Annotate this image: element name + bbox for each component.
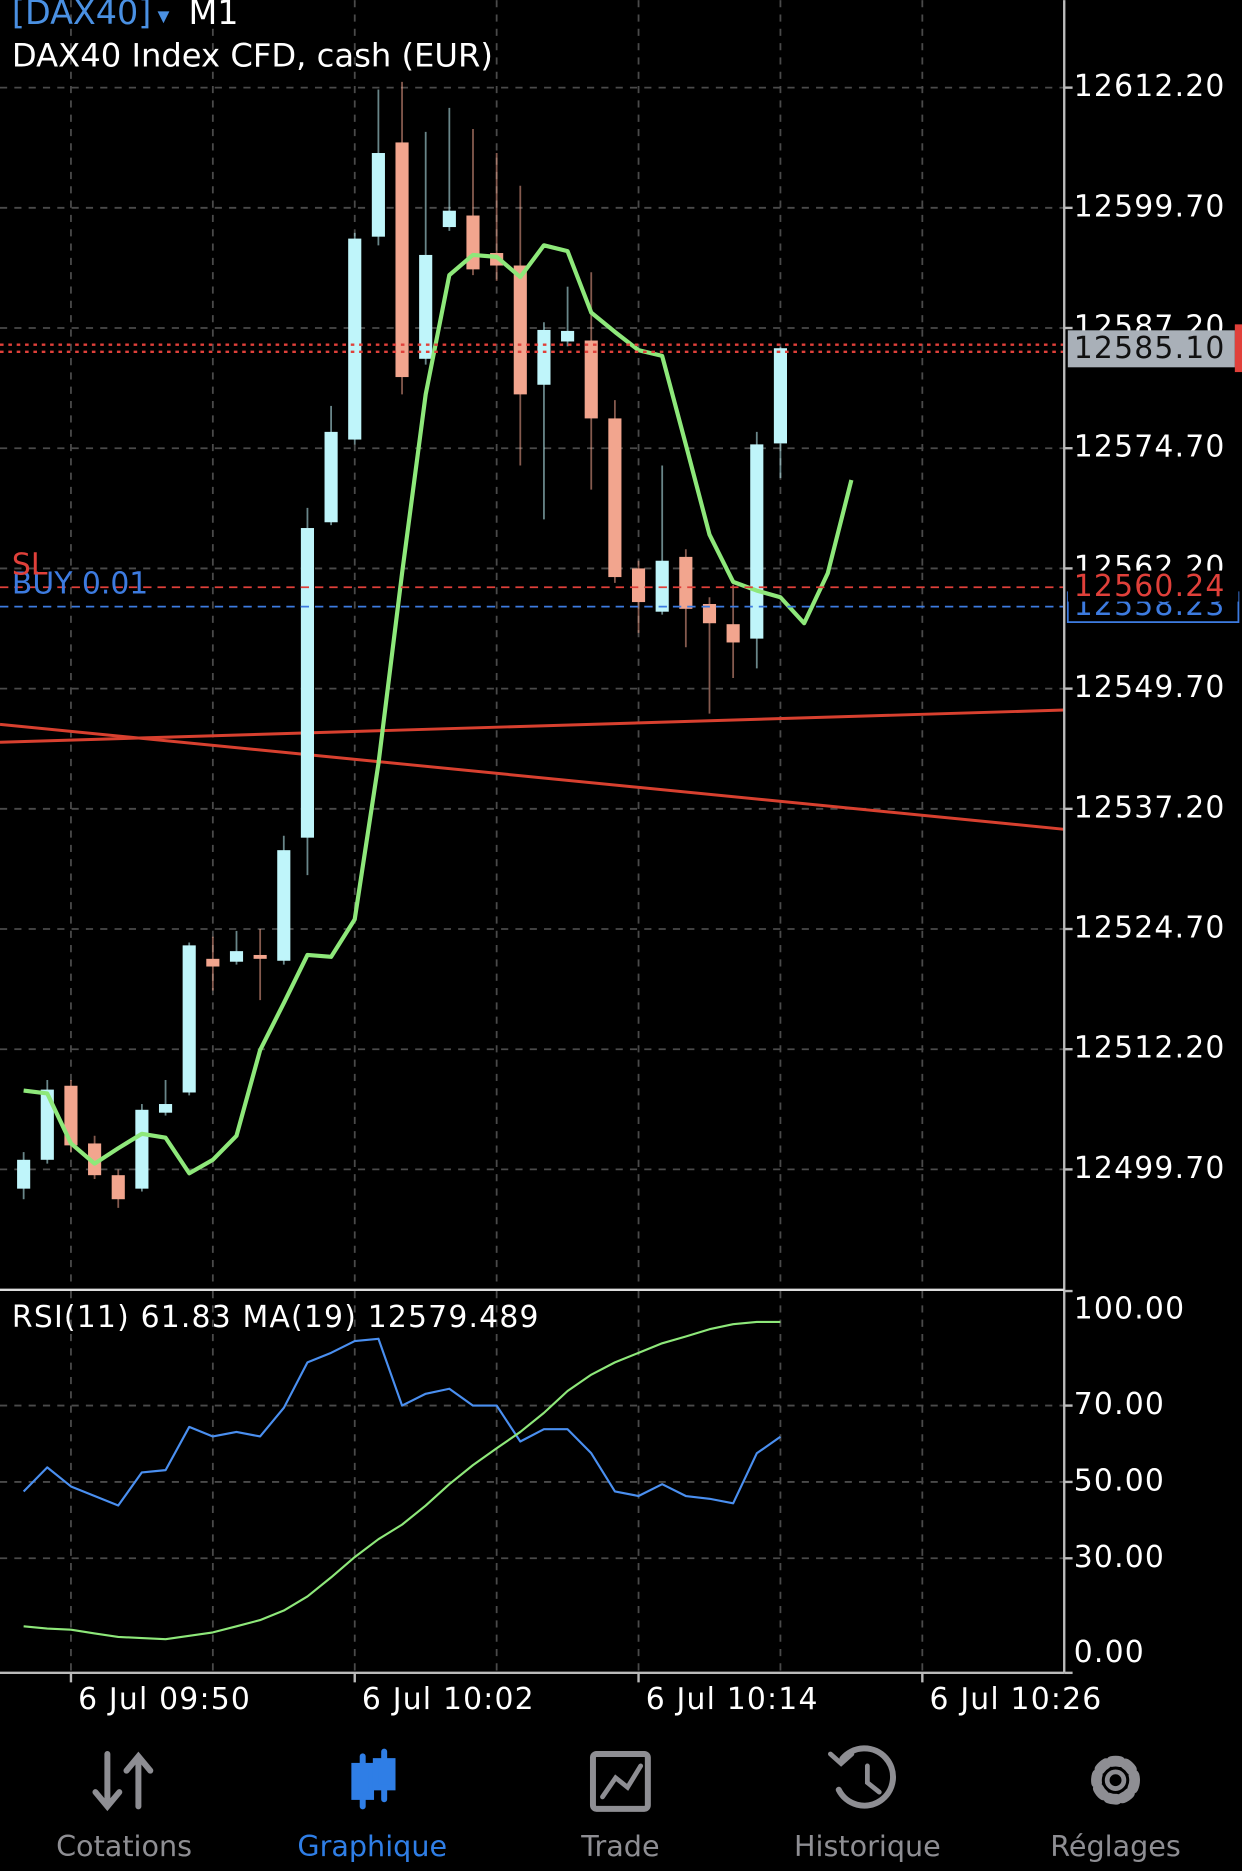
icon-reglages[interactable] [1091, 1755, 1140, 1805]
current-price-marker [1234, 324, 1242, 373]
axis-layer: 12612.2012599.7012587.2012574.7012562.20… [12, 69, 1242, 1717]
y-tick-label: 30.00 [1074, 1540, 1165, 1575]
candle-body [64, 1085, 78, 1146]
trend-line [0, 722, 1065, 831]
candle-body [135, 1109, 149, 1189]
y-tick-label: 12524.70 [1074, 911, 1226, 946]
candle-body [206, 958, 220, 967]
y-tick-label: 12499.70 [1074, 1151, 1226, 1186]
icon-trade[interactable] [589, 1750, 651, 1812]
candle-body [655, 560, 669, 612]
grid-layer [0, 0, 1065, 1673]
x-tick-label: 6 Jul 10:26 [929, 1682, 1102, 1717]
y-tick-label: 12512.20 [1074, 1031, 1226, 1066]
y-tick-label: 0.00 [1074, 1635, 1145, 1670]
current-price-box [1067, 330, 1235, 368]
candle-body [537, 329, 551, 385]
y-tick-label: 50.00 [1074, 1463, 1165, 1498]
tab-label[interactable]: Graphique [297, 1829, 447, 1863]
overlay-layer [0, 343, 1065, 608]
candle-body [229, 951, 244, 962]
tab-bar: Cotations Graphique Trade Historique Réglage… [56, 1829, 1181, 1863]
candle-body [513, 265, 527, 395]
candle-body [561, 330, 575, 342]
level-name: BUY 0.01 [12, 567, 148, 602]
candle-body [88, 1143, 102, 1176]
candle-body [631, 568, 646, 603]
candle-body [182, 945, 196, 1093]
y-tick-label: 12537.20 [1074, 790, 1226, 825]
x-tick-label: 6 Jul 10:02 [362, 1682, 535, 1717]
candle-body [158, 1104, 173, 1113]
current-price-label: 12585.10 [1074, 331, 1226, 366]
level-name: SL [12, 547, 48, 582]
tab-label[interactable]: Historique [794, 1829, 941, 1863]
x-tick-label: 6 Jul 10:14 [646, 1682, 819, 1717]
level-box [1067, 570, 1239, 602]
timeframe[interactable]: M1 [189, 0, 239, 32]
candle-body [702, 604, 717, 624]
tab-label[interactable]: Réglages [1050, 1829, 1181, 1863]
candle-body [679, 556, 693, 609]
candle-body [300, 528, 315, 838]
candle-body [111, 1175, 125, 1200]
candle-body [395, 142, 409, 378]
candle-body [608, 418, 622, 578]
trend-line [0, 708, 1065, 744]
tab-label[interactable]: Cotations [56, 1829, 192, 1863]
indicator-title: RSI(11) 61.83 MA(19) 12579.489 [12, 1300, 540, 1335]
y-tick-label: 12574.70 [1074, 430, 1226, 465]
x-tick-label: 6 Jul 09:50 [78, 1682, 251, 1717]
symbol-arrow[interactable]: ▾ [157, 1, 169, 29]
candle-body [348, 238, 362, 440]
y-tick-label: 12599.70 [1074, 189, 1226, 224]
y-tick-label: 12549.70 [1074, 670, 1226, 705]
candle-body [277, 850, 291, 961]
icon-graphique[interactable] [351, 1748, 396, 1810]
candle-body [726, 624, 740, 643]
symbol[interactable]: [DAX40] [12, 0, 151, 32]
y-tick-label: 100.00 [1074, 1292, 1185, 1327]
marks-layer [17, 81, 854, 1641]
candle-body [419, 254, 433, 359]
candle-body [442, 210, 456, 228]
candle-body [750, 444, 764, 639]
y-tick-label: 12612.20 [1074, 69, 1226, 104]
icon-cotations[interactable] [92, 1750, 154, 1812]
candle-body [253, 954, 267, 959]
indicator-line [23, 1320, 781, 1641]
candle-body [324, 431, 338, 523]
indicator-line [22, 1337, 782, 1507]
candle-body [17, 1159, 31, 1189]
candle-body [40, 1089, 54, 1160]
tab-label[interactable]: Trade [580, 1829, 659, 1863]
icon-historique[interactable] [828, 1745, 896, 1809]
candle-body [371, 153, 385, 237]
y-tick-label: 70.00 [1074, 1387, 1165, 1422]
description: DAX40 Index CFD, cash (EUR) [12, 36, 493, 74]
candle-body [584, 340, 598, 419]
moving-average [23, 243, 854, 1176]
level-label: 12560.24 [1074, 569, 1226, 604]
candle-body [773, 348, 787, 444]
tab-icons [92, 1745, 1140, 1812]
